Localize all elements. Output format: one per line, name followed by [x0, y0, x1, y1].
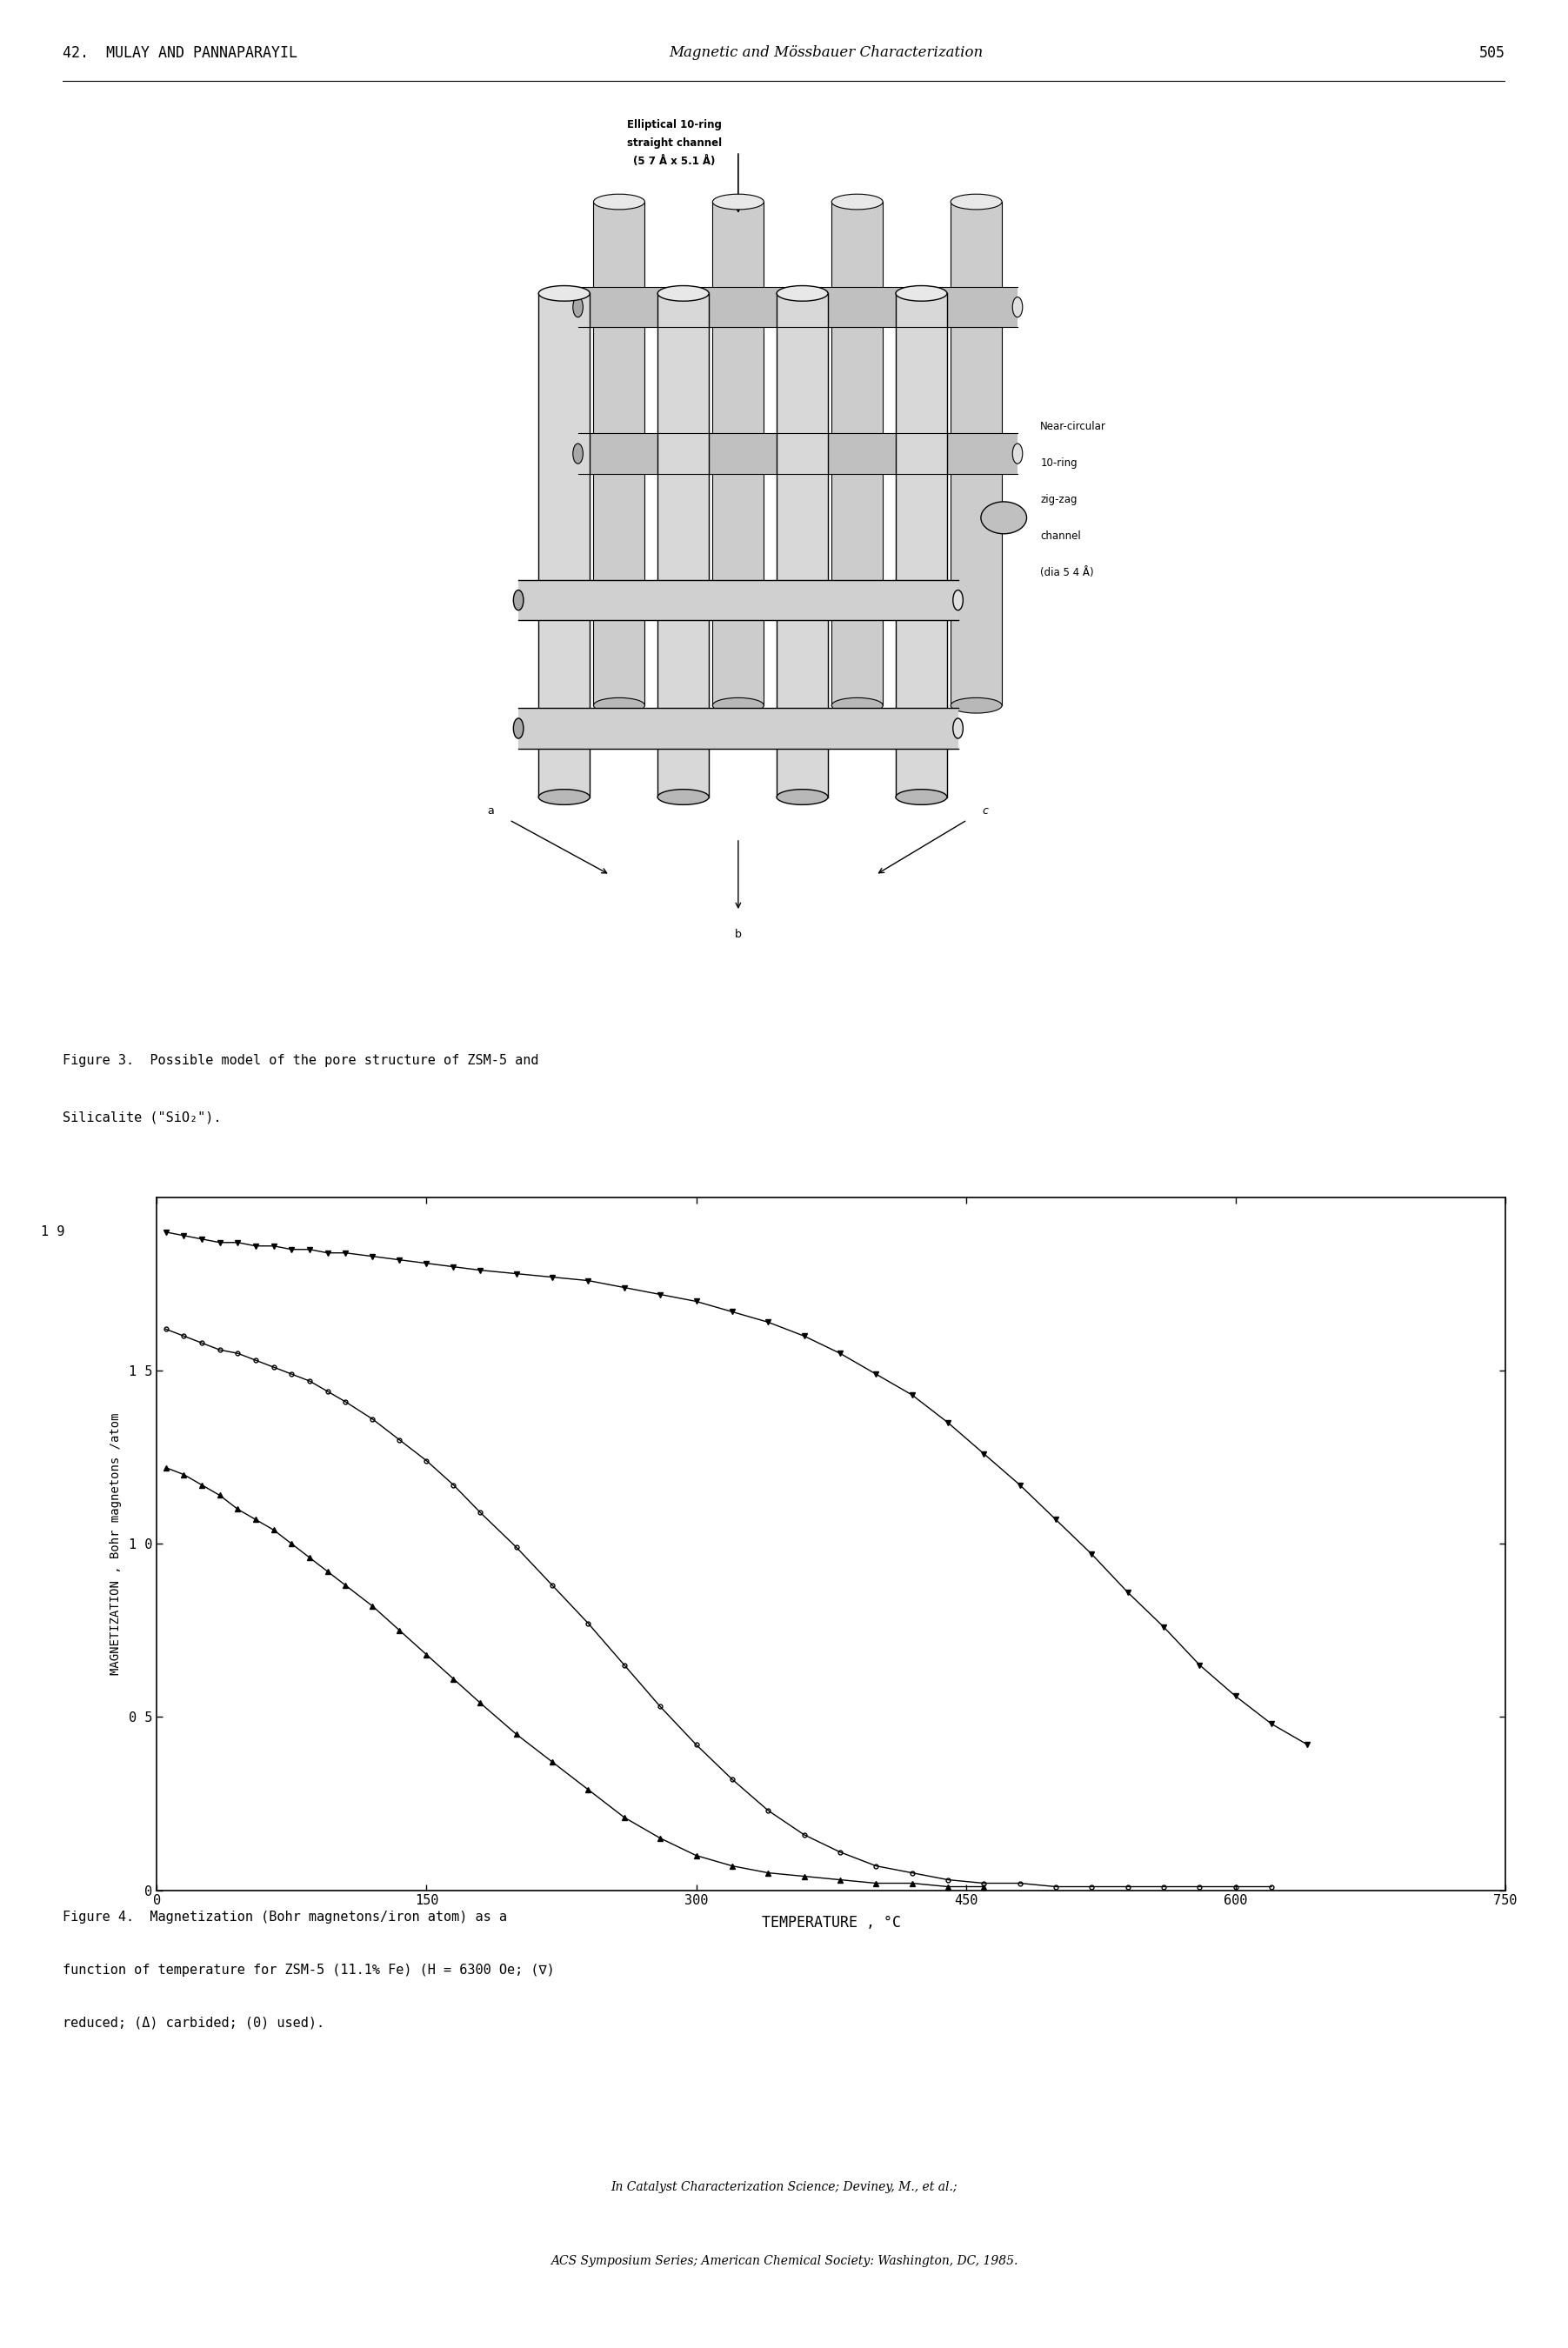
Ellipse shape — [1013, 444, 1022, 463]
Text: (dia 5 4 Å): (dia 5 4 Å) — [1041, 566, 1094, 578]
Ellipse shape — [950, 195, 1002, 209]
Polygon shape — [831, 202, 883, 704]
Ellipse shape — [1013, 298, 1022, 317]
Ellipse shape — [572, 444, 583, 463]
Ellipse shape — [831, 697, 883, 714]
Text: Figure 3.  Possible model of the pore structure of ZSM-5 and: Figure 3. Possible model of the pore str… — [63, 1054, 539, 1068]
Ellipse shape — [776, 789, 828, 805]
Text: 505: 505 — [1479, 45, 1505, 61]
Polygon shape — [895, 294, 947, 796]
Text: 1 9: 1 9 — [41, 1226, 66, 1240]
X-axis label: TEMPERATURE , °C: TEMPERATURE , °C — [762, 1914, 900, 1930]
Text: Silicalite ("SiO₂").: Silicalite ("SiO₂"). — [63, 1111, 221, 1125]
Ellipse shape — [953, 589, 963, 610]
Polygon shape — [538, 294, 590, 796]
Text: function of temperature for ZSM-5 (11.1% Fe) (H = 6300 Oe; (∇): function of temperature for ZSM-5 (11.1%… — [63, 1963, 555, 1977]
Polygon shape — [657, 294, 709, 796]
Ellipse shape — [895, 286, 947, 301]
Text: Near-circular: Near-circular — [1041, 420, 1107, 432]
Text: b: b — [735, 930, 742, 939]
Polygon shape — [950, 202, 1002, 704]
Text: zig-zag: zig-zag — [1041, 493, 1077, 505]
Polygon shape — [712, 202, 764, 704]
Ellipse shape — [538, 789, 590, 805]
Text: Magnetic and Mössbauer Characterization: Magnetic and Mössbauer Characterization — [668, 45, 983, 61]
Polygon shape — [594, 202, 644, 704]
Text: a: a — [488, 805, 494, 817]
Ellipse shape — [538, 286, 590, 301]
Polygon shape — [579, 286, 1018, 326]
Text: ACS Symposium Series; American Chemical Society: Washington, DC, 1985.: ACS Symposium Series; American Chemical … — [550, 2254, 1018, 2268]
Text: (5 7 Å x 5.1 Å): (5 7 Å x 5.1 Å) — [633, 155, 715, 167]
Ellipse shape — [895, 789, 947, 805]
Text: In Catalyst Characterization Science; Deviney, M., et al.;: In Catalyst Characterization Science; De… — [610, 2181, 958, 2193]
Polygon shape — [519, 580, 958, 620]
Ellipse shape — [594, 195, 644, 209]
Ellipse shape — [572, 298, 583, 317]
Ellipse shape — [657, 789, 709, 805]
Y-axis label: MAGNETIZATION , Bohr magnetons /atom: MAGNETIZATION , Bohr magnetons /atom — [110, 1413, 121, 1674]
Text: 10-ring: 10-ring — [1041, 458, 1077, 470]
Text: Elliptical 10-ring: Elliptical 10-ring — [627, 120, 721, 131]
Ellipse shape — [776, 286, 828, 301]
Polygon shape — [776, 294, 828, 796]
Ellipse shape — [950, 697, 1002, 714]
Ellipse shape — [513, 718, 524, 737]
Ellipse shape — [712, 195, 764, 209]
Text: reduced; (Δ) carbided; (0) used).: reduced; (Δ) carbided; (0) used). — [63, 2017, 325, 2029]
Text: Figure 4.  Magnetization (Bohr magnetons/iron atom) as a: Figure 4. Magnetization (Bohr magnetons/… — [63, 1911, 506, 1923]
Ellipse shape — [513, 589, 524, 610]
Text: c: c — [983, 805, 988, 817]
Text: 42.  MULAY AND PANNAPARAYIL: 42. MULAY AND PANNAPARAYIL — [63, 45, 298, 61]
Ellipse shape — [594, 697, 644, 714]
Ellipse shape — [982, 502, 1027, 533]
Ellipse shape — [831, 195, 883, 209]
Polygon shape — [579, 434, 1018, 474]
Ellipse shape — [953, 718, 963, 737]
Text: straight channel: straight channel — [627, 139, 721, 148]
Ellipse shape — [712, 697, 764, 714]
Polygon shape — [519, 709, 958, 749]
Text: channel: channel — [1041, 531, 1080, 542]
Ellipse shape — [657, 286, 709, 301]
